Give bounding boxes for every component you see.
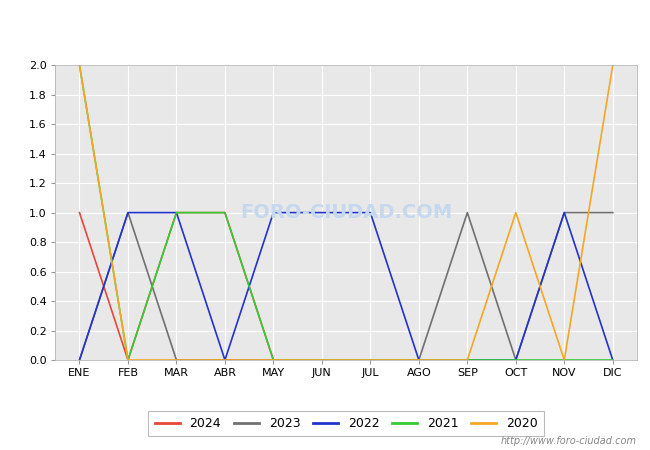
- Legend: 2024, 2023, 2022, 2021, 2020: 2024, 2023, 2022, 2021, 2020: [148, 411, 544, 436]
- Text: http://www.foro-ciudad.com: http://www.foro-ciudad.com: [501, 436, 637, 446]
- Text: FORO-CIUDAD.COM: FORO-CIUDAD.COM: [240, 203, 452, 222]
- Text: Matriculaciones de Vehiculos en Villaluenga del Rosario: Matriculaciones de Vehiculos en Villalue…: [122, 17, 528, 32]
